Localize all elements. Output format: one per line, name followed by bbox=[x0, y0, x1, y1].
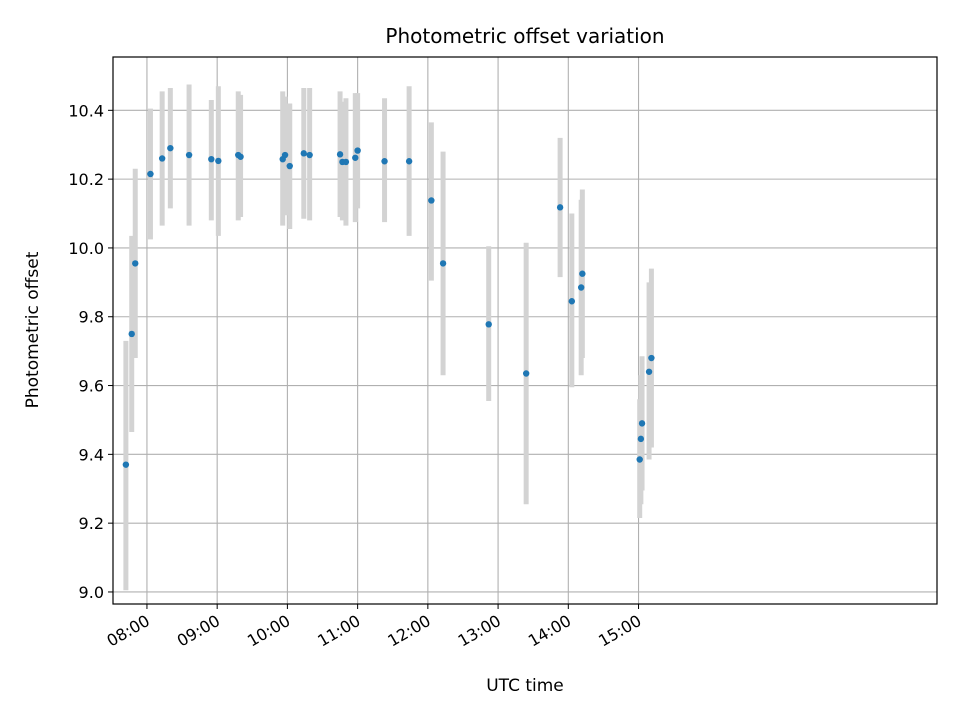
data-point bbox=[354, 147, 361, 154]
data-point bbox=[215, 157, 222, 165]
data-point bbox=[381, 158, 388, 165]
y-tick-label: 10.0 bbox=[68, 239, 104, 258]
data-point bbox=[638, 420, 646, 427]
data-point bbox=[306, 151, 313, 159]
data-point bbox=[158, 155, 166, 162]
data-point bbox=[439, 260, 447, 267]
data-point bbox=[648, 354, 655, 362]
data-point bbox=[485, 321, 492, 328]
data-point bbox=[556, 204, 564, 211]
y-tick-label: 9.0 bbox=[79, 583, 104, 602]
y-tick-label: 9.4 bbox=[79, 445, 104, 464]
data-point bbox=[281, 151, 289, 159]
y-axis-label: Photometric offset bbox=[23, 251, 43, 408]
data-point bbox=[645, 368, 653, 375]
data-point bbox=[132, 260, 139, 267]
data-point bbox=[352, 154, 359, 161]
data-point bbox=[579, 270, 586, 277]
x-axis-label: UTC time bbox=[486, 676, 564, 696]
data-point bbox=[185, 151, 193, 159]
data-points bbox=[122, 144, 655, 468]
y-tick-label: 9.2 bbox=[79, 514, 104, 533]
y-tick-label: 9.6 bbox=[79, 377, 104, 396]
y-tick-label: 9.8 bbox=[79, 308, 104, 327]
data-point bbox=[167, 144, 174, 152]
data-point bbox=[208, 155, 215, 163]
data-point bbox=[286, 162, 293, 170]
data-point bbox=[637, 435, 645, 443]
y-tick-label: 10.2 bbox=[68, 170, 104, 189]
data-point bbox=[568, 298, 576, 305]
data-point bbox=[237, 153, 244, 160]
data-point bbox=[342, 158, 350, 166]
data-point bbox=[336, 151, 344, 158]
data-point bbox=[428, 197, 435, 204]
data-point bbox=[128, 330, 135, 338]
data-point bbox=[405, 158, 413, 165]
y-tick-label: 10.4 bbox=[68, 101, 104, 120]
chart-title: Photometric offset variation bbox=[385, 24, 664, 48]
data-point bbox=[122, 461, 130, 468]
y-axis: 9.0 9.2 9.4 9.6 9.8 10.0 10.2 10.4 bbox=[68, 101, 113, 602]
data-point bbox=[522, 370, 530, 377]
data-point bbox=[300, 150, 307, 157]
data-point bbox=[577, 284, 585, 291]
data-point bbox=[636, 456, 643, 463]
data-point bbox=[147, 170, 154, 178]
plot-frame bbox=[112, 56, 938, 605]
